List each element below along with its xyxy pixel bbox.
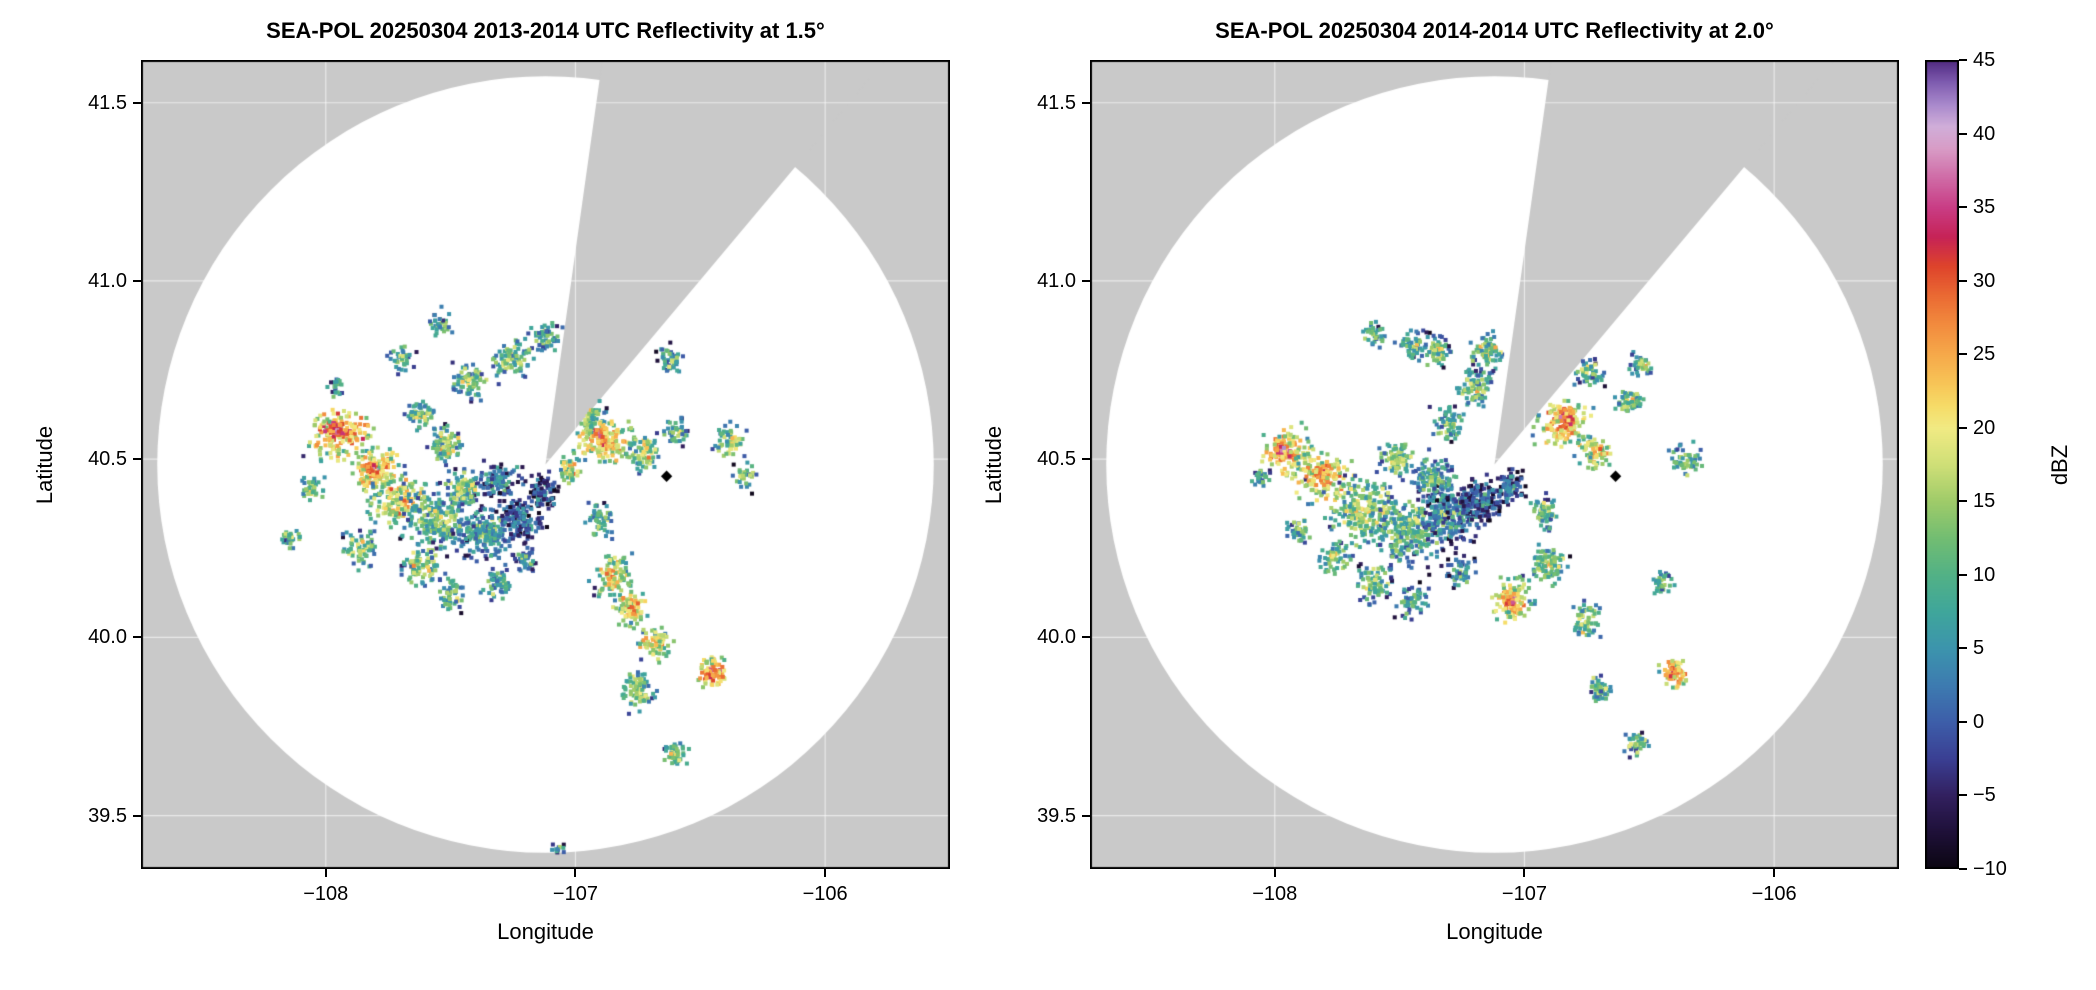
colorbar: dBZ 45 40 35 30 25 20 15 10 5 0 −5 −10: [1925, 49, 2072, 880]
colorbar-tick-label: 35: [1973, 196, 1996, 219]
colorbar-tick-mark: [1959, 794, 1967, 797]
y-tick-mark: [1082, 814, 1090, 817]
y-tick-mark: [1082, 279, 1090, 282]
y-tick-label: 41.5: [88, 91, 127, 114]
x-tick-mark: [824, 869, 827, 877]
y-tick-label: 39.5: [88, 804, 127, 827]
x-tick-mark: [1773, 869, 1776, 877]
colorbar-tick-mark: [1959, 206, 1967, 209]
x-tick-label: −108: [1252, 883, 1298, 905]
colorbar-gradient-canvas: [1925, 60, 1959, 869]
colorbar-tick-mark: [1959, 132, 1967, 135]
colorbar-tick-mark: [1959, 868, 1967, 870]
colorbar-tick-mark: [1959, 500, 1967, 503]
colorbar-tick-mark: [1959, 353, 1967, 356]
colorbar-tick-mark: [1959, 426, 1967, 429]
colorbar-tick-label: 10: [1973, 563, 1996, 586]
colorbar-tick-mark: [1959, 279, 1967, 282]
colorbar-unit-label: dBZ: [2047, 444, 2072, 485]
x-axis-label: Longitude: [497, 919, 594, 944]
y-tick-label: 40.5: [1037, 448, 1076, 471]
colorbar-tick-mark: [1959, 720, 1967, 723]
y-tick-mark: [133, 101, 141, 104]
x-tick-mark: [324, 869, 327, 877]
x-tick-label: −107: [552, 883, 598, 905]
y-tick-mark: [1082, 458, 1090, 461]
y-tick-mark: [133, 458, 141, 461]
x-tick-mark: [574, 869, 577, 877]
panel-title: SEA-POL 20250304 2014-2014 UTC Reflectiv…: [1215, 18, 1774, 43]
x-tick-label: −108: [303, 883, 349, 905]
y-tick-label: 40.0: [1037, 626, 1076, 649]
panel-right: SEA-POL 20250304 2014-2014 UTC Reflectiv…: [981, 18, 1899, 944]
y-tick-mark: [133, 636, 141, 639]
y-tick-label: 41.0: [1037, 269, 1076, 292]
y-tick-label: 40.5: [88, 448, 127, 471]
y-tick-label: 39.5: [1037, 804, 1076, 827]
colorbar-tick-label: 15: [1973, 490, 1996, 513]
y-tick-mark: [133, 279, 141, 282]
reflectivity-map-canvas-right: [1090, 60, 1899, 869]
x-tick-mark: [1523, 869, 1526, 877]
colorbar-tick-mark: [1959, 59, 1967, 61]
colorbar-tick-label: 45: [1973, 49, 1996, 71]
panel-title: SEA-POL 20250304 2013-2014 UTC Reflectiv…: [266, 18, 825, 43]
x-tick-label: −106: [1751, 883, 1797, 905]
reflectivity-map-canvas-left: [141, 60, 950, 869]
colorbar-tick-label: 25: [1973, 343, 1996, 366]
colorbar-tick-mark: [1959, 573, 1967, 576]
colorbar-tick-label: 30: [1973, 269, 1996, 292]
y-tick-mark: [1082, 101, 1090, 104]
colorbar-tick-label: −5: [1973, 784, 1996, 807]
x-axis-label: Longitude: [1446, 919, 1543, 944]
colorbar-tick-label: 40: [1973, 122, 1996, 145]
colorbar-tick-label: 5: [1973, 637, 1985, 660]
y-tick-label: 40.0: [88, 626, 127, 649]
colorbar-tick-label: 0: [1973, 710, 1985, 733]
colorbar-tick-label: 20: [1973, 416, 1996, 439]
y-tick-mark: [1082, 636, 1090, 639]
x-tick-mark: [1273, 869, 1276, 877]
x-tick-label: −106: [802, 883, 848, 905]
colorbar-tick-mark: [1959, 647, 1967, 650]
y-tick-mark: [133, 814, 141, 817]
panel-left: SEA-POL 20250304 2013-2014 UTC Reflectiv…: [32, 18, 950, 944]
x-tick-label: −107: [1501, 883, 1547, 905]
y-tick-label: 41.0: [88, 269, 127, 292]
colorbar-tick-label: −10: [1973, 858, 2007, 880]
y-tick-label: 41.5: [1037, 91, 1076, 114]
